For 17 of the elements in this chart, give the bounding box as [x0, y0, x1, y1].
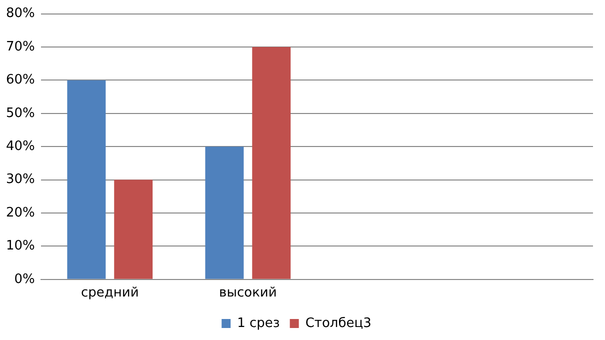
y-tick-label: 30%: [6, 172, 35, 188]
y-tick-label: 80%: [6, 6, 35, 22]
y-tick-label: 70%: [6, 39, 35, 54]
bar: [252, 47, 291, 279]
y-tick-label: 60%: [6, 72, 35, 88]
bar: [114, 180, 153, 279]
x-tick-label: высокий: [219, 286, 277, 301]
y-tick-label: 10%: [6, 238, 35, 254]
bar: [205, 146, 244, 279]
y-tick-label: 20%: [6, 205, 35, 220]
y-tick-label: 40%: [6, 138, 35, 154]
x-tick-label: средний: [81, 286, 139, 301]
legend-label: 1 срез: [237, 316, 280, 331]
y-tick-label: 0%: [14, 272, 35, 287]
legend-label: Столбец3: [305, 316, 372, 331]
bar: [67, 80, 106, 279]
y-tick-label: 50%: [6, 106, 35, 121]
